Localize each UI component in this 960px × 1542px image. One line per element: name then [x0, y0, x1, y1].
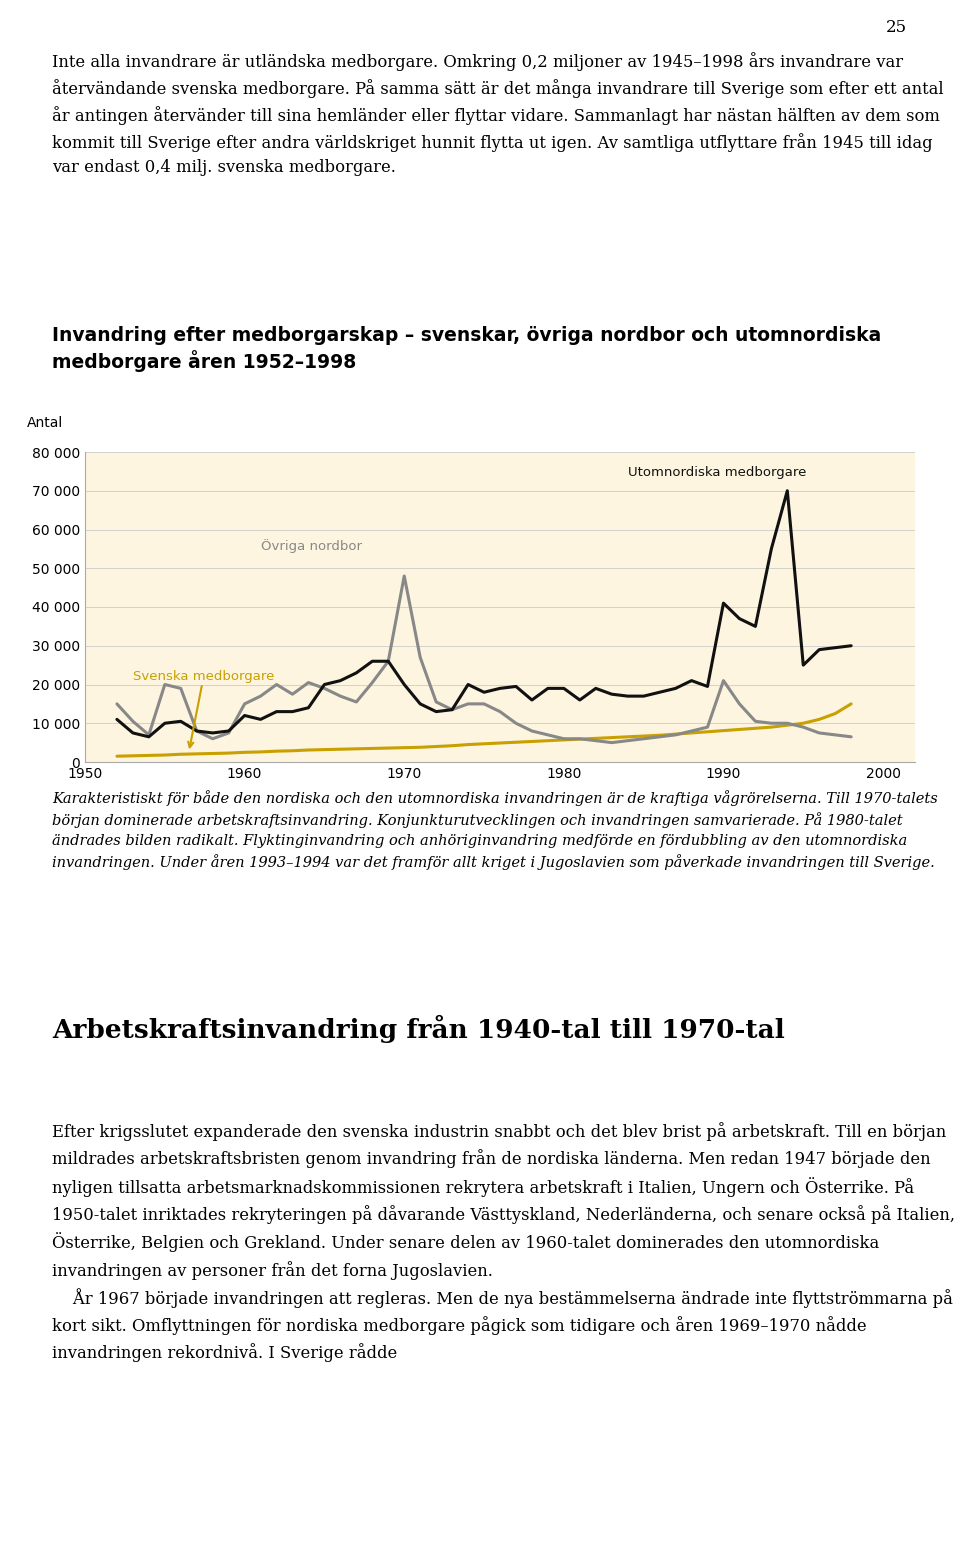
Text: Övriga nordbor: Övriga nordbor: [260, 538, 362, 552]
Text: Antal: Antal: [27, 416, 63, 430]
Text: Utomnordiska medborgare: Utomnordiska medborgare: [628, 466, 806, 480]
Text: Arbetskraftsinvandring från 1940-tal till 1970-tal: Arbetskraftsinvandring från 1940-tal til…: [52, 1015, 784, 1042]
Text: Svenska medborgare: Svenska medborgare: [132, 671, 275, 748]
Text: Karakteristiskt för både den nordiska och den utomnordiska invandringen är de kr: Karakteristiskt för både den nordiska oc…: [52, 790, 938, 870]
Text: Efter krigsslutet expanderade den svenska industrin snabbt och det blev brist på: Efter krigsslutet expanderade den svensk…: [52, 1123, 955, 1363]
Text: Invandring efter medborgarskap – svenskar, övriga nordbor och utomnordiska
medbo: Invandring efter medborgarskap – svenska…: [52, 325, 881, 372]
Text: Inte alla invandrare är utländska medborgare. Omkring 0,2 miljoner av 1945–1998 : Inte alla invandrare är utländska medbor…: [52, 52, 944, 176]
Text: 25: 25: [886, 19, 907, 35]
